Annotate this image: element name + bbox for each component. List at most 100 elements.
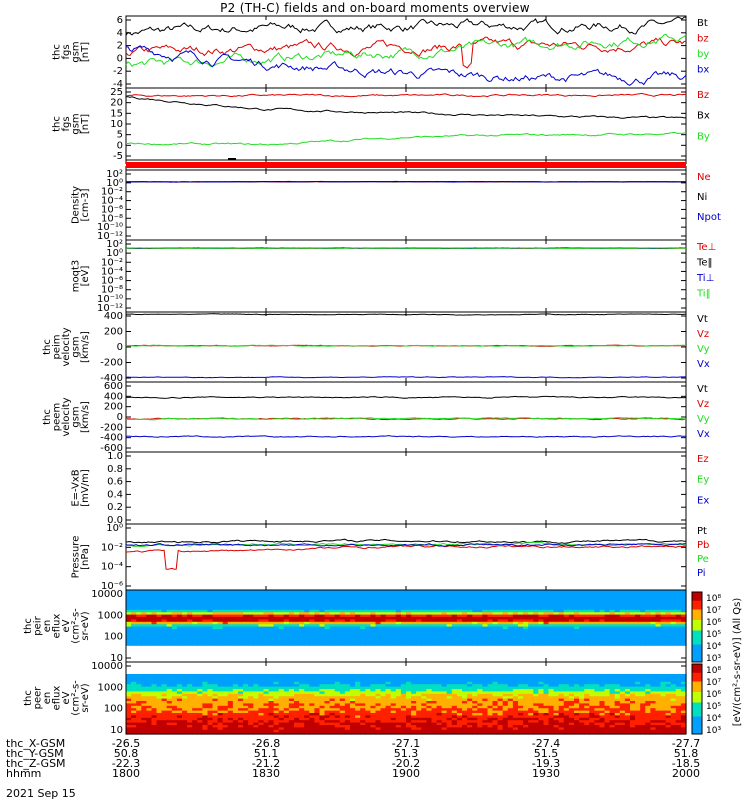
spectrogram-cell — [477, 592, 483, 596]
spectrogram-cell — [456, 726, 463, 730]
spectrogram-cell — [665, 604, 672, 608]
spectrogram-cell — [395, 614, 402, 617]
spectrogram-cell — [151, 633, 158, 637]
spectrogram-cell — [166, 681, 173, 685]
spectrogram-cell — [568, 621, 575, 625]
spectrogram-cell — [278, 710, 285, 713]
spectrogram-cell — [594, 623, 601, 627]
spectrogram-cell — [344, 597, 351, 601]
spectrogram-cell — [182, 686, 188, 689]
spectrogram-cell — [492, 702, 499, 706]
spectrogram-cell — [339, 678, 346, 682]
spectrogram-cell — [161, 630, 168, 634]
spectrogram-cell — [222, 712, 229, 716]
spectrogram-cell — [243, 633, 249, 637]
spectrogram-cell — [263, 640, 270, 644]
spectrogram-cell — [192, 626, 198, 629]
spectrogram-cell — [426, 710, 433, 713]
spectrogram-cell — [467, 705, 473, 709]
spectrogram-cell — [630, 618, 636, 622]
spectrogram-cell — [227, 604, 234, 608]
spectrogram-cell — [467, 726, 473, 730]
spectrogram-cell — [171, 640, 178, 644]
spectrogram-cell — [131, 676, 137, 680]
spectrogram-cell — [202, 614, 209, 617]
spectrogram-cell — [497, 614, 504, 617]
spectrogram-cell — [553, 604, 560, 608]
spectrogram-cell — [334, 690, 341, 694]
spectrogram-cell — [502, 678, 509, 682]
spectrogram-cell — [630, 602, 636, 605]
spectrogram-cell — [589, 609, 595, 613]
spectrogram-cell — [558, 616, 565, 620]
spectrogram-cell — [390, 616, 397, 620]
spectrogram-cell — [462, 707, 468, 711]
spectrogram-cell — [304, 611, 310, 615]
spectrogram-cell — [197, 626, 203, 629]
spectrogram-cell — [212, 719, 219, 723]
spectrogram-cell — [355, 717, 361, 721]
spectrogram-cell — [355, 633, 361, 637]
spectrogram-cell — [502, 726, 509, 730]
spectrogram-cell — [594, 628, 601, 632]
spectrogram-cell — [136, 717, 142, 721]
spectrogram-cell — [156, 592, 163, 596]
spectrogram-cell — [263, 602, 270, 605]
spectrogram-cell — [197, 731, 203, 735]
ytick-label-fgs: 6 — [117, 15, 123, 26]
spectrogram-cell — [258, 729, 265, 733]
spectrogram-cell — [533, 626, 539, 629]
spectrogram-cell — [263, 712, 270, 716]
ytick-label-efield: 0.6 — [107, 477, 123, 488]
spectrogram-cell — [278, 642, 285, 646]
spectrogram-cell — [650, 635, 657, 639]
spectrogram-cell — [243, 688, 249, 692]
spectrogram-cell — [248, 678, 254, 682]
spectrogram-cell — [319, 693, 326, 697]
spectrogram-cell — [238, 710, 244, 713]
spectrogram-cell — [497, 719, 504, 723]
spectrogram-cell — [339, 717, 346, 721]
spectrogram-cell — [594, 640, 601, 644]
spectrogram-cell — [497, 674, 504, 677]
spectrogram-cell — [375, 714, 382, 718]
spectrogram-cell — [497, 717, 504, 721]
spectrogram-cell — [166, 719, 173, 723]
spectrogram-cell — [609, 633, 616, 637]
spectrogram-cell — [156, 611, 163, 615]
spectrogram-cell — [660, 594, 667, 598]
spectrogram-cell — [416, 621, 422, 625]
spectrogram-cell — [299, 690, 305, 694]
spectrogram-cell — [467, 602, 473, 605]
spectrogram-cell — [299, 599, 305, 603]
spectrogram-cell — [156, 707, 163, 711]
spectrogram-cell — [253, 678, 259, 682]
spectrogram-cell — [406, 688, 412, 692]
spectrogram-cell — [421, 714, 427, 718]
spectrogram-cell — [365, 690, 371, 694]
spectrogram-cell — [253, 609, 259, 613]
spectrogram-cell — [146, 729, 153, 733]
spectrogram-cell — [497, 621, 504, 625]
spectrogram-cell — [202, 678, 209, 682]
spectrogram-cell — [207, 630, 214, 634]
spectrogram-cell — [176, 686, 183, 689]
spectrogram-cell — [523, 597, 529, 601]
spectrogram-cell — [161, 599, 168, 603]
spectrogram-cell — [451, 606, 458, 610]
spectrogram-cell — [222, 592, 229, 596]
spectrogram-cell — [482, 693, 489, 697]
spectrogram-cell — [497, 705, 504, 709]
spectrogram-cell — [406, 623, 412, 627]
ytick-label-efield: 0.4 — [107, 489, 123, 500]
spectrogram-cell — [497, 678, 504, 682]
spectrogram-cell — [507, 599, 514, 603]
spectrogram-cell — [161, 602, 168, 605]
spectrogram-cell — [467, 731, 473, 735]
spectrogram-cell — [543, 726, 550, 730]
spectrogram-cell — [472, 722, 478, 725]
spectrogram-cell — [131, 726, 137, 730]
spectrogram-cell — [411, 609, 417, 613]
spectrogram-cell — [370, 640, 377, 644]
spectrogram-cell — [192, 599, 198, 603]
